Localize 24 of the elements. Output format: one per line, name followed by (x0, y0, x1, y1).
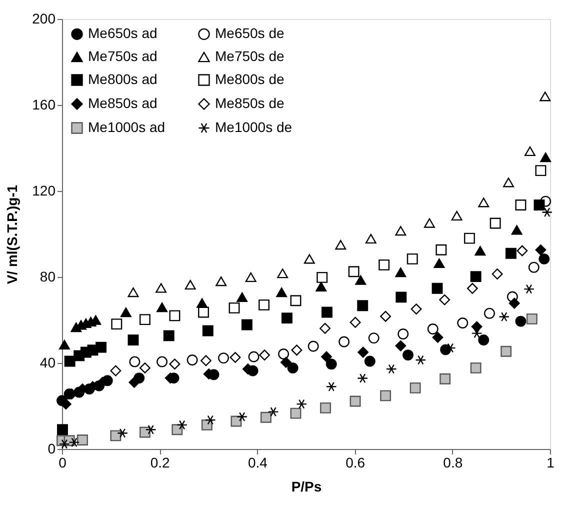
legend-label: Me1000s de (215, 119, 292, 135)
x-tick-label: 0.8 (443, 454, 463, 470)
legend-label: Me800s ad (88, 71, 158, 87)
legend-label: Me850s de (215, 95, 284, 111)
x-tick-label: 0.2 (150, 454, 170, 470)
x-axis-title: P/Ps (291, 478, 322, 494)
y-tick-label: 0 (48, 440, 56, 456)
legend-label: Me800s de (215, 71, 284, 87)
legend-label: Me750s de (215, 48, 284, 64)
y-tick-label: 120 (32, 182, 56, 198)
legend-label: Me650s de (215, 25, 284, 42)
y-tick-label: 200 (32, 10, 56, 26)
legend-label: Me750s ad (88, 48, 158, 64)
x-tick-label: 0 (58, 454, 67, 470)
legend-label: Me650s ad (88, 25, 158, 42)
y-tick-label: 40 (40, 354, 56, 370)
x-tick-label: 0.6 (346, 454, 366, 470)
x-tick-label: 0.4 (248, 454, 268, 470)
y-tick-label: 80 (40, 268, 56, 284)
legend-label: Me1000s ad (88, 119, 166, 135)
x-tick-label: 1 (546, 454, 555, 470)
y-axis-title: V/ ml(S.T.P.)g-1 (4, 184, 20, 284)
y-tick-label: 160 (32, 96, 56, 112)
legend-label: Me850s ad (88, 95, 158, 111)
